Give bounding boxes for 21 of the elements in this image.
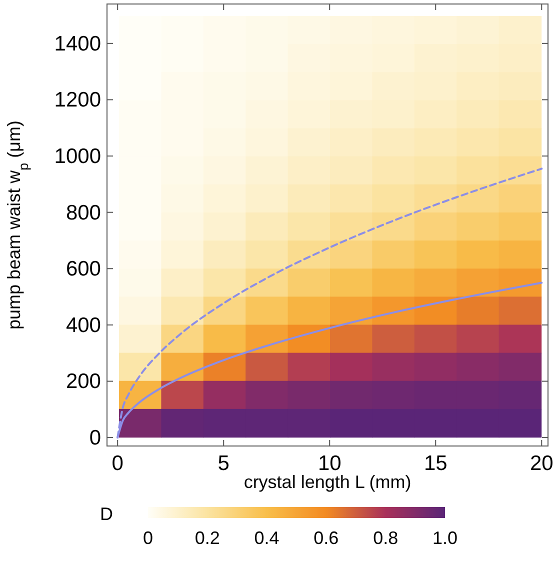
color-bar-label: 0.6	[314, 528, 339, 548]
y-tick-label: 200	[66, 370, 101, 394]
color-bar-label: 0.4	[254, 528, 280, 548]
y-tick-label: 800	[66, 201, 101, 224]
y-tick-label: 1000	[54, 145, 101, 168]
color-bar-label: 0.2	[194, 528, 220, 548]
color-bar-label: 0	[142, 528, 154, 548]
x-tick-label: 10	[318, 452, 342, 475]
color-bar-title: D	[100, 504, 113, 524]
y-tick-label: 1400	[54, 32, 101, 56]
x-tick-label: 5	[218, 452, 230, 475]
y-tick-label: 600	[66, 258, 101, 281]
x-tick-label: 15	[424, 452, 448, 475]
y-tick-label: 0	[89, 426, 101, 450]
color-bar-label: 0.8	[373, 528, 398, 548]
y-tick-label: 1200	[54, 88, 101, 112]
x-axis-title: crystal length L (mm)	[244, 472, 412, 492]
x-tick-label: 20	[530, 452, 554, 475]
x-tick-label: 0	[112, 452, 124, 475]
color-bar-label: 1.0	[432, 528, 458, 548]
y-tick-label: 400	[66, 314, 101, 337]
